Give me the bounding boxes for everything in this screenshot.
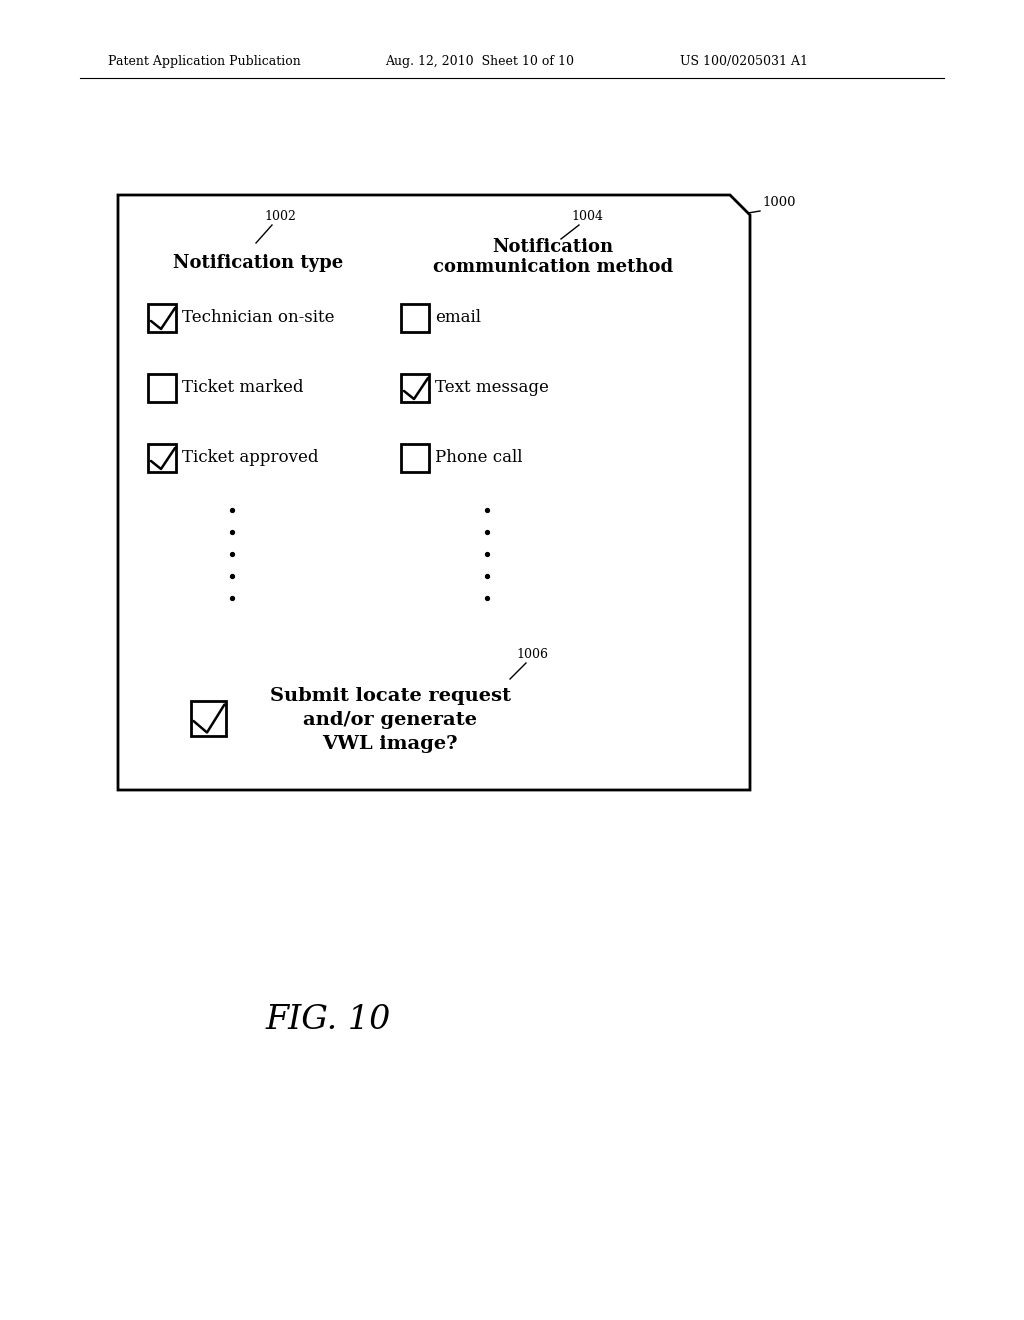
Text: Text message: Text message — [435, 380, 549, 396]
Text: 1000: 1000 — [762, 197, 796, 210]
Bar — [148, 444, 176, 473]
Text: Technician on-site: Technician on-site — [182, 309, 335, 326]
Text: 1002: 1002 — [264, 210, 296, 223]
Text: Phone call: Phone call — [435, 450, 522, 466]
Text: Notification type: Notification type — [173, 253, 343, 272]
Text: Ticket marked: Ticket marked — [182, 380, 303, 396]
Text: Aug. 12, 2010  Sheet 10 of 10: Aug. 12, 2010 Sheet 10 of 10 — [385, 55, 574, 69]
Bar — [401, 444, 429, 473]
Bar — [148, 374, 176, 403]
Text: FIG. 10: FIG. 10 — [265, 1005, 391, 1036]
Text: and/or generate: and/or generate — [303, 711, 477, 729]
Bar — [148, 304, 176, 333]
Text: 1006: 1006 — [516, 648, 548, 661]
Text: communication method: communication method — [433, 257, 673, 276]
Text: Patent Application Publication: Patent Application Publication — [108, 55, 301, 69]
Bar — [190, 701, 225, 735]
Bar — [401, 374, 429, 403]
Text: 1004: 1004 — [571, 210, 603, 223]
Text: Submit locate request: Submit locate request — [269, 686, 511, 705]
Text: Ticket approved: Ticket approved — [182, 450, 318, 466]
Polygon shape — [118, 195, 750, 789]
Text: Notification: Notification — [493, 238, 613, 256]
Bar — [401, 304, 429, 333]
Text: VWL image?: VWL image? — [323, 735, 458, 752]
Text: US 100/0205031 A1: US 100/0205031 A1 — [680, 55, 808, 69]
Text: email: email — [435, 309, 481, 326]
